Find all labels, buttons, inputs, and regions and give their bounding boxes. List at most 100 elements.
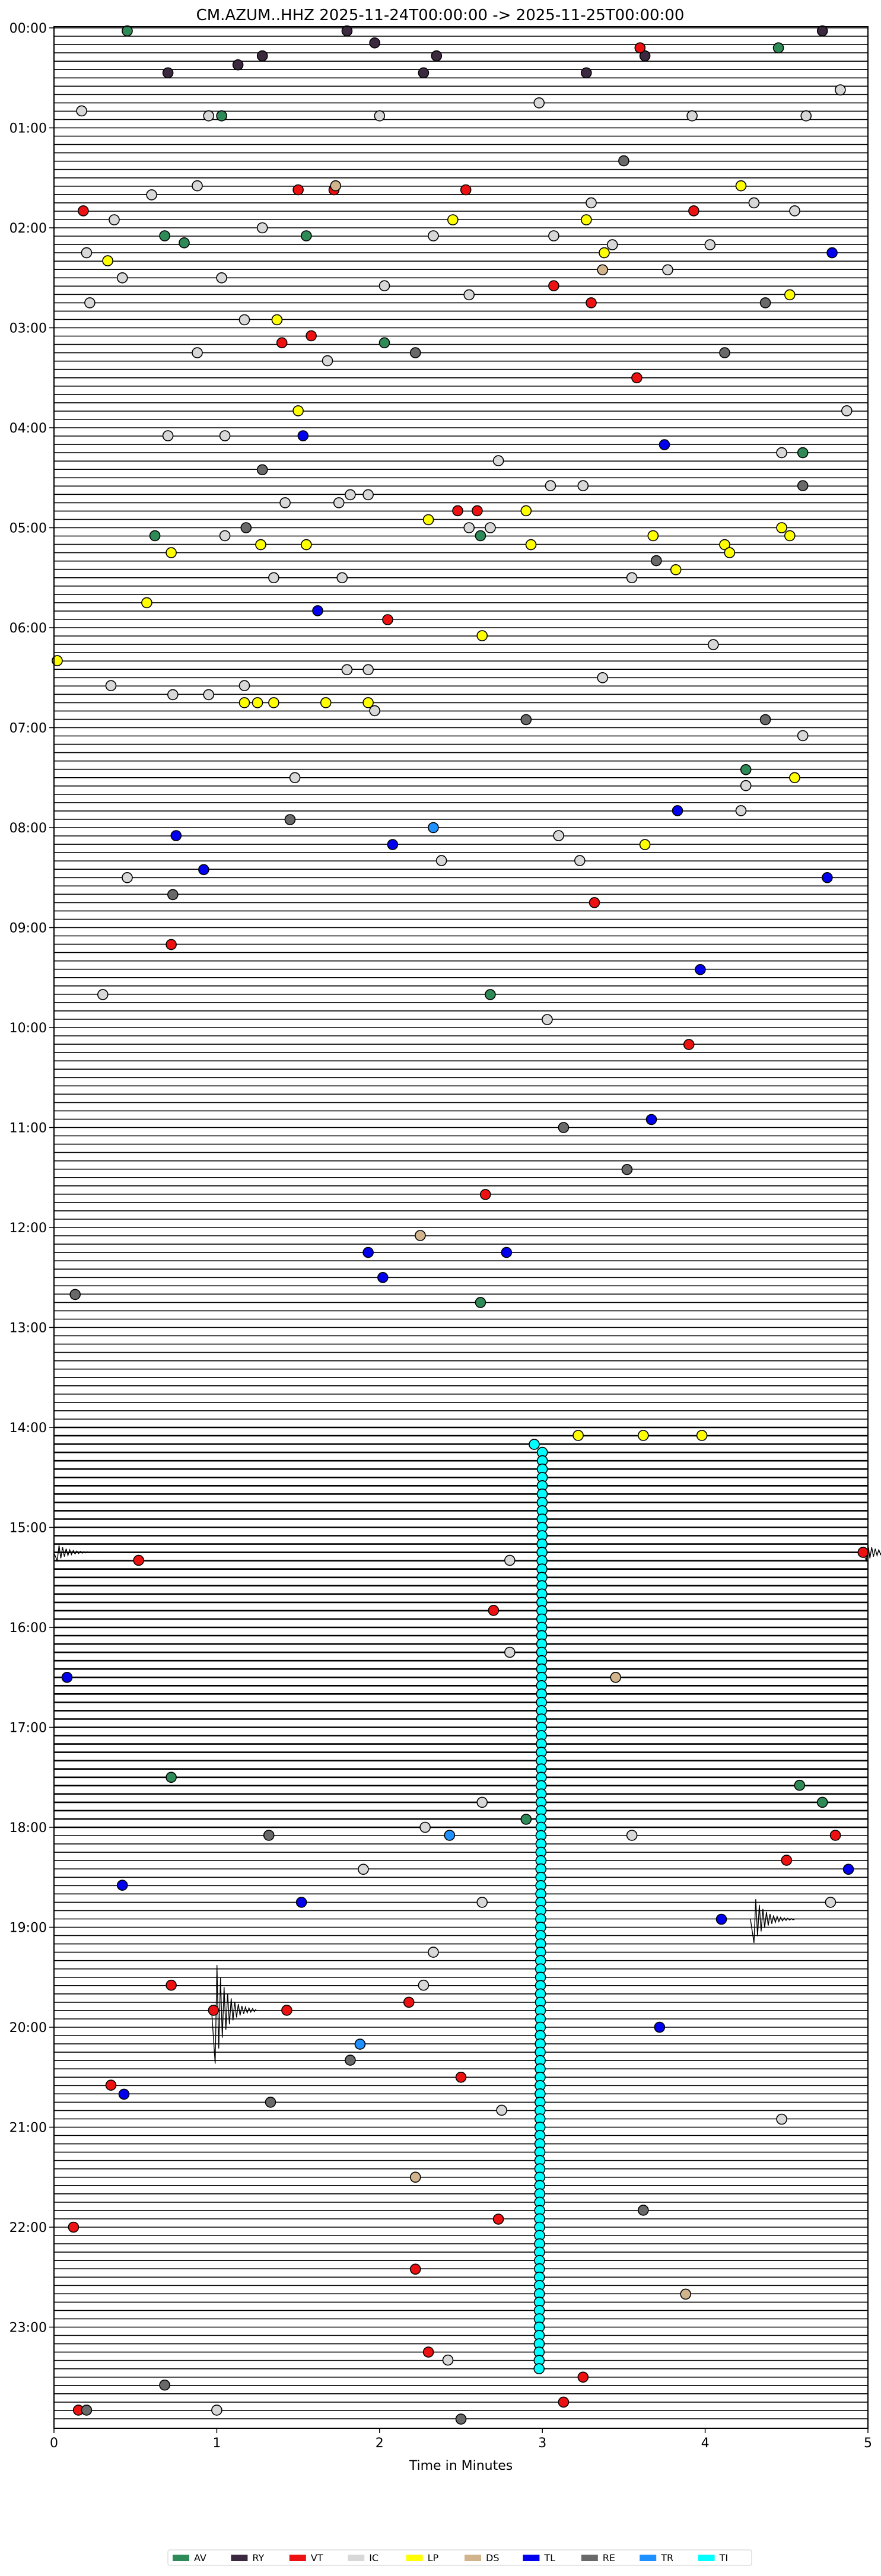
event-marker-ic xyxy=(362,489,374,501)
event-marker-vt xyxy=(276,337,288,349)
x-tick-label: 5 xyxy=(864,2436,872,2451)
y-tick-label: 07:00 xyxy=(9,721,47,736)
y-tick-label: 18:00 xyxy=(9,1821,47,1836)
event-marker-ic xyxy=(362,664,374,676)
event-marker-lp xyxy=(362,697,374,708)
event-marker-re xyxy=(409,347,421,358)
legend-label-ic: IC xyxy=(369,2552,379,2564)
event-marker-ic xyxy=(146,189,157,201)
event-marker-re xyxy=(455,2413,467,2425)
event-marker-lp xyxy=(238,697,250,708)
event-marker-lp xyxy=(292,405,304,416)
event-marker-ic xyxy=(162,430,174,441)
event-marker-av xyxy=(122,25,133,37)
legend-swatch-ds xyxy=(465,2555,481,2561)
event-marker-vt xyxy=(208,2005,220,2016)
event-marker-lp xyxy=(735,180,747,192)
event-marker-ic xyxy=(825,1897,837,1908)
event-marker-av xyxy=(300,230,312,241)
event-marker-lp xyxy=(724,547,736,558)
event-marker-lp xyxy=(520,505,532,517)
legend-swatch-ry xyxy=(231,2555,248,2561)
event-marker-ic xyxy=(463,289,475,301)
event-marker-tl xyxy=(198,864,209,876)
legend-swatch-ic xyxy=(348,2555,365,2561)
event-marker-ic xyxy=(504,1646,516,1658)
event-marker-av xyxy=(797,447,809,459)
event-marker-ry xyxy=(369,37,380,49)
event-marker-tl xyxy=(842,1863,854,1875)
event-marker-tl xyxy=(362,1246,374,1258)
legend-swatch-tr xyxy=(640,2555,657,2561)
legend-label-tl: TL xyxy=(543,2552,555,2564)
event-marker-av xyxy=(475,1297,486,1308)
y-tick-label: 22:00 xyxy=(9,2221,47,2235)
event-marker-av xyxy=(794,1779,806,1791)
event-marker-re xyxy=(167,889,179,901)
event-marker-ic xyxy=(379,280,390,292)
y-tick-label: 05:00 xyxy=(9,521,47,536)
legend: AV RY VT IC LP DS TL RE TR TI xyxy=(167,2549,752,2566)
event-marker-lp xyxy=(141,597,152,609)
event-marker-lp xyxy=(696,1430,708,1441)
event-marker-re xyxy=(81,2405,93,2416)
event-marker-ic xyxy=(238,314,250,326)
event-marker-lp xyxy=(422,514,434,526)
x-axis-label: Time in Minutes xyxy=(409,2459,513,2473)
event-marker-re xyxy=(284,814,296,825)
event-marker-tl xyxy=(672,805,683,816)
event-marker-ic xyxy=(597,672,609,683)
event-marker-ry xyxy=(431,50,443,62)
event-marker-ic xyxy=(553,830,564,841)
event-marker-ic xyxy=(504,1554,516,1566)
event-marker-lp xyxy=(647,530,659,542)
event-waveform xyxy=(211,1965,257,2064)
event-marker-re xyxy=(69,1289,81,1300)
event-marker-re xyxy=(759,714,771,726)
event-marker-lp xyxy=(271,314,283,326)
y-tick-label: 10:00 xyxy=(9,1021,47,1036)
event-marker-lp xyxy=(52,655,63,666)
event-marker-vt xyxy=(78,205,89,217)
legend-label-ry: RY xyxy=(252,2552,264,2564)
event-marker-vt xyxy=(403,1996,415,2008)
legend-swatch-vt xyxy=(289,2555,306,2561)
event-marker-tr xyxy=(444,1830,456,1841)
event-marker-ic xyxy=(238,680,250,691)
event-marker-vt xyxy=(688,205,699,217)
event-marker-tl xyxy=(695,964,706,975)
legend-label-ds: DS xyxy=(486,2552,499,2564)
event-marker-lp xyxy=(639,839,651,850)
event-marker-re xyxy=(520,714,532,726)
event-marker-ds xyxy=(415,1230,426,1241)
event-marker-ry xyxy=(341,25,353,37)
event-marker-ic xyxy=(192,180,203,192)
event-marker-ic xyxy=(533,97,545,109)
event-marker-ic xyxy=(279,497,291,508)
event-marker-lp xyxy=(447,214,459,225)
event-marker-tr xyxy=(428,822,439,834)
event-marker-ic xyxy=(219,430,231,441)
y-tick-label: 03:00 xyxy=(9,322,47,336)
event-marker-av xyxy=(740,764,752,775)
event-markers xyxy=(52,25,869,2425)
event-marker-ic xyxy=(84,297,96,309)
event-marker-ic xyxy=(800,110,812,122)
event-marker-ic xyxy=(216,272,227,284)
event-marker-tl xyxy=(659,439,670,450)
event-marker-lp xyxy=(580,214,592,225)
event-marker-ry xyxy=(162,67,174,79)
x-tick-label: 3 xyxy=(538,2436,546,2451)
event-marker-ic xyxy=(268,572,279,584)
event-marker-ic xyxy=(708,639,719,650)
event-marker-lp xyxy=(776,522,787,533)
event-marker-tl xyxy=(654,2021,666,2033)
event-marker-lp xyxy=(252,697,263,708)
event-marker-tl xyxy=(387,839,399,850)
legend-label-tr: TR xyxy=(660,2552,673,2564)
event-marker-ds xyxy=(409,2171,421,2183)
event-marker-lp xyxy=(670,564,682,575)
event-marker-av xyxy=(772,42,784,53)
event-marker-tl xyxy=(312,605,323,616)
